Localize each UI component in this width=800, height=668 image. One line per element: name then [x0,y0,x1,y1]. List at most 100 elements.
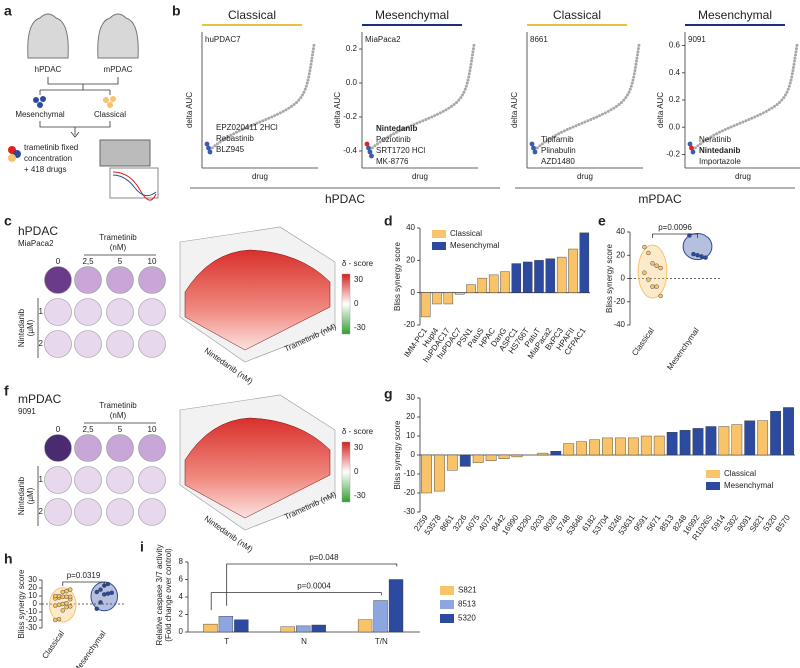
dot [642,270,647,275]
p-bracket [226,563,398,606]
dot [98,600,103,605]
panel-label: i [140,539,144,555]
scale-bar [341,273,351,335]
dot [64,589,69,594]
y-tick-label: 0 [33,599,38,608]
hit-dot [529,141,535,147]
bar [234,619,249,633]
well [44,466,72,494]
y-tick-label: 0.6 [669,41,681,50]
well [138,466,166,494]
y-tick-label: 0 [411,288,416,297]
dot [68,594,73,599]
waterfall-curve [368,43,476,152]
y-tick-label: 10 [406,431,415,440]
y-axis-label: Bliss synergy score [393,242,402,311]
group-label: mPDAC [638,192,682,206]
dot [56,593,62,599]
y-tick-label: -30 [25,623,37,632]
legend-label: Mesenchymal [724,481,774,490]
subtype-header: Mesenchymal [698,8,772,22]
hit-label: BLZ945 [216,145,245,154]
panel-title: mPDAC [18,392,62,406]
dot [691,251,696,257]
label: Classical [94,110,126,119]
dose-label: 5 [118,425,123,434]
y-tick-label: 20 [406,255,415,264]
dot [56,602,62,607]
label: mPDAC [104,65,133,74]
scale-tick: 0 [354,467,359,476]
y-tick-label: -20 [403,488,415,497]
well [138,434,166,462]
x-tick-label: Mesenchymal [72,629,108,668]
hit-label: SRT1720 HCl [376,146,425,155]
y-axis-label: Bliss synergy score [17,569,26,638]
connector [39,77,119,95]
legend-swatch [440,614,454,623]
y-tick-label: 2 [179,610,184,619]
scale-title: δ - score [342,427,374,436]
dose-label: 10 [148,257,157,266]
well [44,298,72,326]
panel-label: g [384,386,393,402]
scale-tick: 30 [354,443,363,452]
y-tick-label: 0.4 [669,68,681,77]
p-bracket [210,592,382,611]
y-tick-label: 0 [621,274,626,283]
y-tick-label: 0.2 [669,95,681,104]
hit-dot [206,145,211,151]
bar [488,274,499,293]
y-tick-label: 0 [179,627,184,636]
bar [421,454,432,494]
hit-label: Nintedanib [699,146,740,155]
x-axis-label: drug [735,172,751,181]
bar [640,435,652,456]
bar [731,424,743,456]
dose-label: 0 [56,257,61,266]
violin [682,232,713,261]
y-axis-label: delta AUC [656,92,665,128]
y-tick-label: 6 [179,575,184,584]
label: Mesenchymal [15,110,65,119]
cell-line: huPDAC7 [205,35,241,44]
bar [522,261,533,293]
dot [105,581,111,587]
y-axis-label: (Fold change over control) [164,548,173,642]
hit-dot [369,153,374,159]
bar [679,430,691,456]
waterfall-curve [691,43,799,152]
dot [654,284,659,289]
drug-label: Nintedanib [17,476,26,515]
y-tick-label: 20 [28,583,37,592]
hit-label: Neratinib [699,135,732,144]
cell-line: 8661 [530,35,548,44]
well [106,466,134,494]
y-axis-label: Bliss synergy score [393,420,402,489]
y-tick-label: 20 [616,250,625,259]
y-axis-label: delta AUC [333,92,342,128]
label: concentration [24,154,72,163]
panel-label: e [598,213,606,229]
y-tick-label: 0 [411,450,416,459]
bar [311,624,326,633]
legend-label: Classical [450,229,482,238]
legend-label: Classical [724,469,756,478]
bar [556,256,567,293]
dose-label: 2 [39,339,44,348]
well [44,330,72,358]
well [44,434,72,462]
well [106,330,134,358]
bar [744,420,756,456]
dot [654,263,659,268]
panel-b: Classical huPDAC7 drug delta AUC EPZ020411 2… [185,8,800,181]
violin [637,244,668,299]
body-icon [27,13,69,59]
y-tick-label: 30 [28,575,37,584]
cell-line: 9091 [688,35,706,44]
x-axis-label: drug [577,172,593,181]
well [138,330,166,358]
dose-label: 1 [39,307,44,316]
x-tick-label: Classical [630,326,656,358]
drug-label: Trametinib [99,401,137,410]
